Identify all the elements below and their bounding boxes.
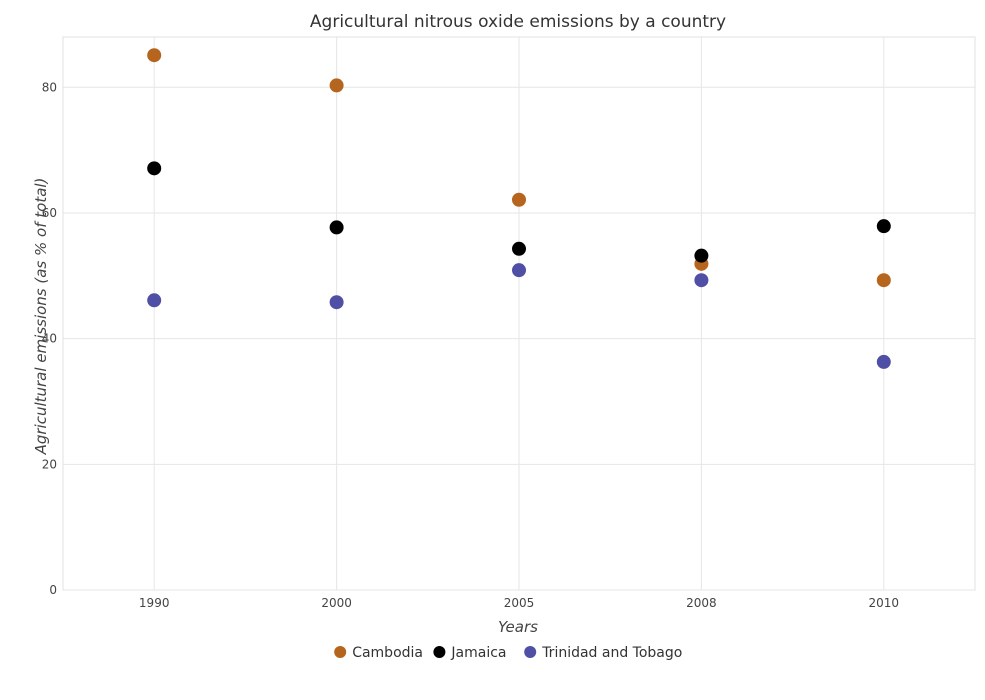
legend-label: Cambodia: [352, 645, 423, 661]
y-tick-label: 80: [42, 80, 57, 94]
data-point-trinidad-and-tobago: [512, 263, 526, 278]
axis-ticks: 0 20 40 60 80 1990 2000 2005 2008 2010: [42, 80, 899, 610]
data-point-jamaica: [694, 248, 709, 263]
legend: Cambodia Jamaica Trinidad and Tobago: [334, 645, 682, 661]
chart-title: Agricultural nitrous oxide emissions by …: [310, 12, 726, 32]
data-point-cambodia: [876, 273, 891, 288]
data-point-jamaica: [876, 219, 891, 234]
data-point-trinidad-and-tobago: [147, 293, 162, 308]
data-point-jamaica: [147, 161, 162, 176]
data-point-jamaica: [329, 220, 344, 235]
y-tick-label: 60: [42, 206, 57, 220]
x-tick-label: 2000: [321, 596, 352, 610]
y-axis-label: Agricultural emissions (as % of total): [32, 178, 50, 456]
x-tick-label: 2008: [686, 596, 717, 610]
data-point-jamaica: [512, 241, 526, 256]
x-tick-label: 2010: [869, 596, 900, 610]
data-point-cambodia: [512, 192, 526, 207]
legend-marker: [433, 646, 446, 658]
x-tick-label: 2005: [504, 596, 535, 610]
data-point-trinidad-and-tobago: [329, 295, 344, 310]
data-points: [147, 48, 891, 369]
x-axis-label: Years: [498, 618, 538, 636]
y-tick-label: 20: [42, 457, 57, 471]
data-point-trinidad-and-tobago: [876, 354, 891, 369]
legend-marker: [524, 646, 537, 658]
x-tick-label: 1990: [139, 596, 170, 610]
legend-label: Trinidad and Tobago: [541, 645, 682, 661]
data-point-cambodia: [147, 48, 162, 63]
data-point-trinidad-and-tobago: [694, 273, 709, 288]
data-point-cambodia: [329, 78, 344, 93]
grid: [62, 36, 976, 591]
legend-label: Jamaica: [450, 645, 506, 661]
legend-marker: [334, 646, 347, 658]
y-tick-label: 0: [49, 583, 57, 597]
y-tick-label: 40: [42, 332, 57, 346]
